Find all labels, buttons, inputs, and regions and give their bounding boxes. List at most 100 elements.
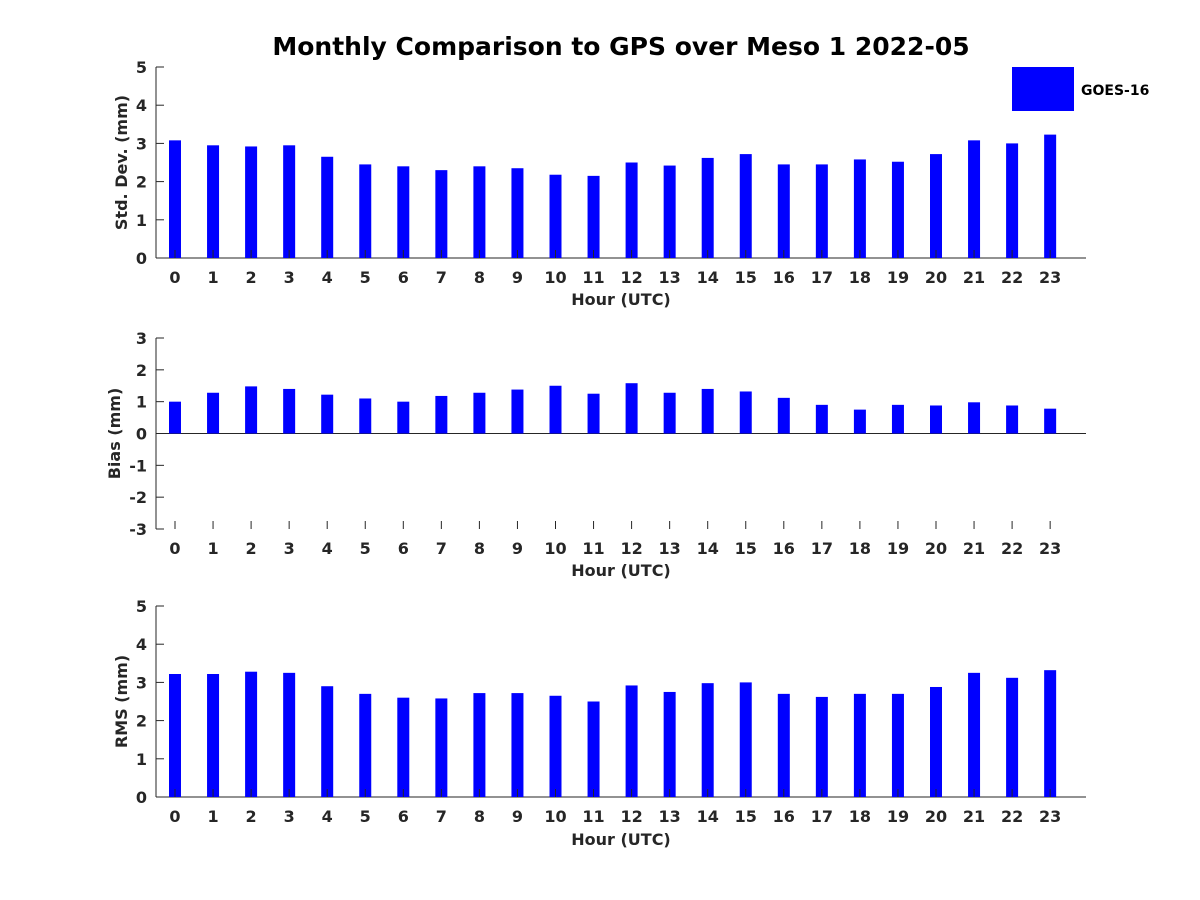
x-tick-label: 22	[1001, 539, 1023, 558]
x-tick-label: 15	[735, 807, 757, 826]
bar-hour-12	[625, 685, 638, 797]
y-tick-label: 0	[136, 425, 147, 444]
x-tick-label: 14	[697, 807, 719, 826]
bar-hour-11	[587, 393, 600, 434]
bar-hour-13	[663, 392, 676, 434]
x-tick-label: 4	[322, 807, 333, 826]
x-tick-label: 23	[1039, 268, 1061, 287]
y-tick-label: 0	[136, 249, 147, 268]
bar-hour-18	[853, 159, 866, 258]
bar-hour-4	[321, 686, 334, 797]
x-tick-label: 16	[773, 539, 795, 558]
x-axis-label: Hour (UTC)	[571, 290, 671, 309]
x-tick-label: 13	[659, 807, 681, 826]
bar-hour-7	[435, 698, 448, 797]
x-tick-label: 17	[811, 539, 833, 558]
bar-hour-3	[283, 388, 296, 434]
y-axis-label: Bias (mm)	[105, 388, 124, 480]
bar-hour-5	[359, 693, 372, 797]
bar-hour-9	[511, 693, 524, 797]
bar-hour-12	[625, 162, 638, 258]
x-tick-label: 19	[887, 539, 909, 558]
y-tick-label: 4	[136, 635, 147, 654]
bar-hour-21	[968, 402, 981, 434]
y-tick-label: 1	[136, 211, 147, 230]
y-tick-label: 4	[136, 96, 147, 115]
bar-hour-18	[853, 409, 866, 434]
x-tick-label: 21	[963, 807, 985, 826]
y-tick-label: -3	[129, 520, 147, 539]
bar-hour-20	[930, 154, 942, 258]
bar-hour-9	[511, 389, 524, 434]
x-tick-label: 15	[735, 268, 757, 287]
x-tick-label: 21	[963, 268, 985, 287]
y-tick-label: -1	[129, 456, 147, 475]
x-tick-label: 7	[436, 539, 447, 558]
x-tick-label: 13	[659, 268, 681, 287]
x-axis-label: Hour (UTC)	[571, 561, 671, 580]
bar-hour-17	[815, 164, 828, 258]
bar-hour-11	[587, 701, 600, 797]
bar-hour-15	[739, 391, 752, 434]
x-tick-label: 18	[849, 539, 871, 558]
bar-hour-1	[207, 392, 220, 434]
bar-hour-14	[701, 388, 714, 434]
x-tick-label: 20	[925, 268, 947, 287]
bar-hour-16	[777, 397, 790, 434]
bar-hour-1	[207, 673, 220, 797]
bar-hour-13	[663, 691, 676, 797]
y-tick-label: 3	[136, 673, 147, 692]
bar-hour-0	[169, 673, 181, 797]
bar-hour-3	[283, 672, 296, 797]
bar-hour-5	[359, 398, 372, 434]
y-tick-label: 2	[136, 712, 147, 731]
x-tick-label: 9	[512, 539, 523, 558]
bar-hour-4	[321, 156, 334, 258]
y-tick-label: -2	[129, 488, 147, 507]
bar-hour-23	[1044, 408, 1057, 434]
bar-hour-8	[473, 693, 486, 797]
bar-hour-21	[968, 140, 981, 258]
bar-hour-8	[473, 392, 486, 434]
bar-hour-12	[625, 383, 638, 434]
x-tick-label: 23	[1039, 539, 1061, 558]
x-tick-label: 12	[620, 807, 642, 826]
bar-hour-5	[359, 164, 372, 258]
x-tick-label: 5	[360, 539, 371, 558]
x-tick-label: 16	[773, 268, 795, 287]
x-tick-label: 0	[169, 539, 180, 558]
x-tick-label: 7	[436, 807, 447, 826]
bar-hour-20	[930, 686, 942, 797]
x-tick-label: 19	[887, 807, 909, 826]
bar-hour-23	[1044, 670, 1057, 797]
y-tick-label: 5	[136, 597, 147, 616]
x-tick-label: 11	[582, 539, 604, 558]
x-tick-label: 2	[246, 539, 257, 558]
x-tick-label: 16	[773, 807, 795, 826]
x-tick-label: 19	[887, 268, 909, 287]
x-tick-label: 3	[284, 807, 295, 826]
x-tick-label: 6	[398, 268, 409, 287]
bar-hour-22	[1006, 405, 1019, 434]
x-tick-label: 0	[169, 807, 180, 826]
bar-hour-14	[701, 683, 714, 797]
bar-hour-22	[1006, 143, 1019, 258]
bar-hour-2	[245, 386, 258, 434]
bar-hour-11	[587, 175, 600, 258]
y-axis-label: Std. Dev. (mm)	[112, 95, 131, 230]
bar-hour-21	[968, 672, 981, 797]
bar-hour-16	[777, 164, 790, 258]
x-tick-label: 20	[925, 539, 947, 558]
x-tick-label: 17	[811, 807, 833, 826]
bar-hour-6	[397, 697, 410, 797]
x-tick-label: 5	[360, 807, 371, 826]
x-tick-label: 1	[207, 539, 218, 558]
x-tick-label: 14	[697, 268, 719, 287]
x-tick-label: 1	[207, 268, 218, 287]
bar-hour-16	[777, 693, 790, 797]
bar-hour-0	[169, 140, 181, 258]
x-tick-label: 10	[544, 268, 566, 287]
x-tick-label: 9	[512, 807, 523, 826]
